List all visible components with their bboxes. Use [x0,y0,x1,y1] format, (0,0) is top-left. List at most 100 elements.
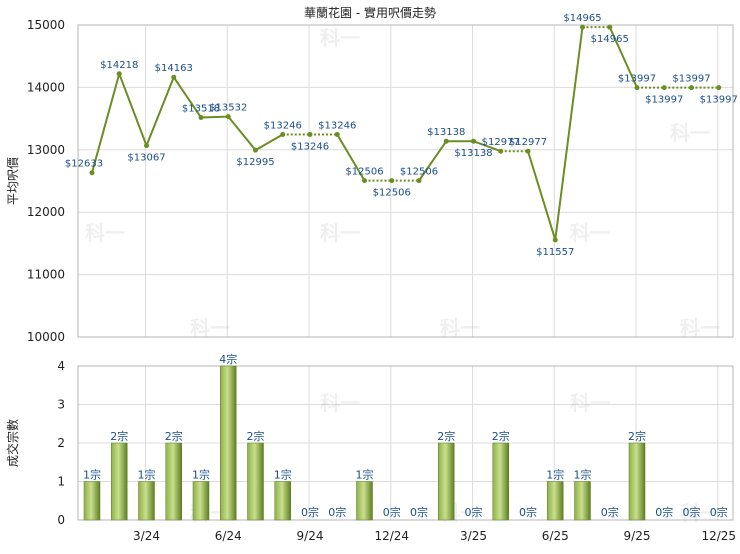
x-tick-label: 6/25 [542,529,569,543]
data-point[interactable] [525,148,531,154]
bar-plot-frame [77,365,734,521]
x-tick-label: 9/25 [624,529,651,543]
bar-value-label: 2宗 [628,429,646,443]
data-point[interactable] [307,131,313,137]
bar[interactable] [138,481,155,521]
bar[interactable] [356,481,373,521]
data-point[interactable] [689,85,694,91]
watermark-text: 科一 [320,26,360,50]
data-point[interactable] [443,138,449,144]
bar[interactable] [547,481,564,521]
bar-value-label: 0宗 [683,505,701,519]
y-tick-label-top: 14000 [27,80,65,94]
bar-value-label: 1宗 [546,468,564,482]
data-point[interactable] [716,85,722,91]
watermark-text: 科一 [570,391,610,415]
data-point[interactable] [198,114,204,120]
bar-value-label: 0宗 [519,505,537,519]
bar-value-label: 2宗 [492,429,510,443]
data-point-label: $13532 [209,103,247,114]
data-point-label: $13997 [700,95,738,106]
data-point-label: $14965 [563,13,601,24]
data-point[interactable] [253,147,258,153]
data-point[interactable] [416,178,422,184]
data-point-label: $12506 [373,188,411,199]
bar[interactable] [492,442,509,521]
y-tick-label-bottom: 3 [57,398,65,412]
x-tick-label: 12/24 [374,529,409,543]
data-point-label: $13067 [127,153,165,164]
bar-value-label: 0宗 [328,505,346,519]
data-point[interactable] [552,237,558,243]
data-point-label: $12977 [482,137,520,148]
data-point[interactable] [607,24,613,30]
bar-value-label: 0宗 [465,505,483,519]
bar[interactable] [438,442,455,521]
data-point[interactable] [471,138,476,144]
chart-title: 華蘭花園 - 實用呎價走勢 [304,5,436,20]
y-tick-label-top: 13000 [27,143,65,157]
data-point-label: $12506 [400,167,438,178]
watermark-text: 科一 [680,501,720,525]
bar-value-label: 0宗 [710,505,728,519]
data-point[interactable] [280,131,286,137]
y-tick-label-top: 11000 [27,268,65,282]
bar[interactable] [247,442,264,521]
data-point-label: $13138 [427,127,465,138]
bar-value-label: 1宗 [574,468,592,482]
bar-value-label: 1宗 [138,468,156,482]
data-point-label: $12506 [345,167,383,178]
bar[interactable] [628,442,646,521]
y-tick-label-bottom: 4 [57,359,65,373]
data-point-label: $13997 [672,74,710,85]
watermark-text: 科一 [85,221,125,245]
series-line-segment [336,133,366,182]
bar[interactable] [165,442,182,521]
bar[interactable] [192,481,210,521]
bar-value-label: 4宗 [219,352,237,366]
watermark-text: 科一 [320,391,360,415]
bar-value-label: 1宗 [274,468,292,482]
data-point-label: $14965 [591,34,629,45]
bar[interactable] [220,365,237,521]
data-point-label: $12995 [236,157,274,168]
data-point[interactable] [498,148,504,154]
data-point[interactable] [362,178,367,184]
series-line-segment [227,115,257,151]
data-point-label: $13246 [318,120,356,131]
bar-value-label: 0宗 [655,505,673,519]
data-point[interactable] [225,114,231,120]
x-tick-label: 3/25 [460,529,487,543]
bar-value-label: 2宗 [110,429,128,443]
data-point[interactable] [389,178,395,184]
data-point[interactable] [89,170,95,176]
bar[interactable] [274,481,291,521]
data-point-label: $13997 [618,74,656,85]
data-point[interactable] [334,131,340,137]
series-line-segment [473,140,502,153]
data-point-label: $13138 [454,148,492,159]
series-line-segment [554,27,584,240]
data-point[interactable] [634,85,640,91]
bar[interactable] [574,481,591,521]
series-line-segment [255,133,284,151]
data-point[interactable] [661,85,667,91]
series-line-segment [172,76,202,119]
bar[interactable] [83,481,101,521]
x-tick-label: 9/24 [297,529,324,543]
bar[interactable] [111,442,128,521]
bar-value-label: 0宗 [301,505,319,519]
bar-value-label: 2宗 [165,429,183,443]
x-tick-label: 6/24 [215,529,242,543]
line-plot-frame [77,24,734,338]
data-point[interactable] [116,71,122,77]
data-point[interactable] [144,143,149,149]
y-tick-label-bottom: 0 [57,513,65,527]
data-point-label: $13246 [291,141,329,152]
data-point[interactable] [580,24,585,30]
data-point[interactable] [171,74,177,80]
bar-value-label: 1宗 [356,468,374,482]
watermark-text: 科一 [320,221,360,245]
bar-value-label: 1宗 [83,468,101,482]
